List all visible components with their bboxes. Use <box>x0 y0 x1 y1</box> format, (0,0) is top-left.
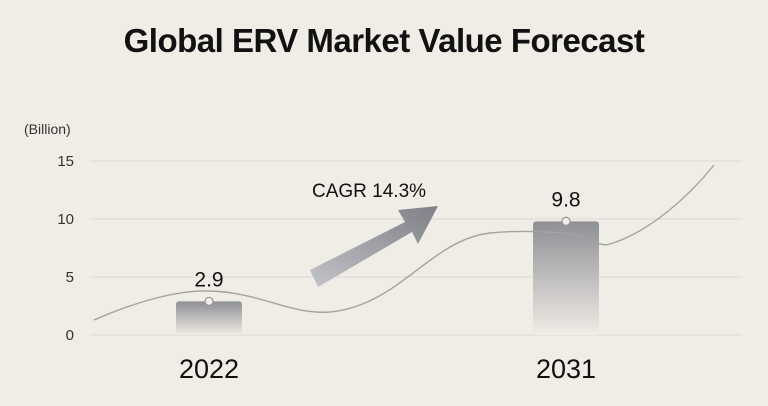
y-tick-label: 10 <box>57 211 74 228</box>
x-tick-label: 2031 <box>536 354 596 384</box>
data-label-2031: 9.8 <box>551 188 580 211</box>
chart-title: Global ERV Market Value Forecast <box>123 22 645 59</box>
y-tick-label: 15 <box>57 153 74 170</box>
y-tick-label: 5 <box>66 269 74 286</box>
trend-line <box>93 164 715 321</box>
bar-2031 <box>533 221 599 335</box>
cagr-annotation: CAGR 14.3% <box>312 181 426 202</box>
y-tick-label: 0 <box>66 327 74 344</box>
y-axis-label: (Billion) <box>24 121 71 137</box>
x-tick-label: 2022 <box>179 354 239 384</box>
data-point-2022 <box>204 296 214 307</box>
data-label-2022: 2.9 <box>194 268 223 291</box>
cagr-arrow <box>310 206 438 287</box>
data-point-2031 <box>561 216 571 226</box>
bar-2022 <box>176 301 242 335</box>
